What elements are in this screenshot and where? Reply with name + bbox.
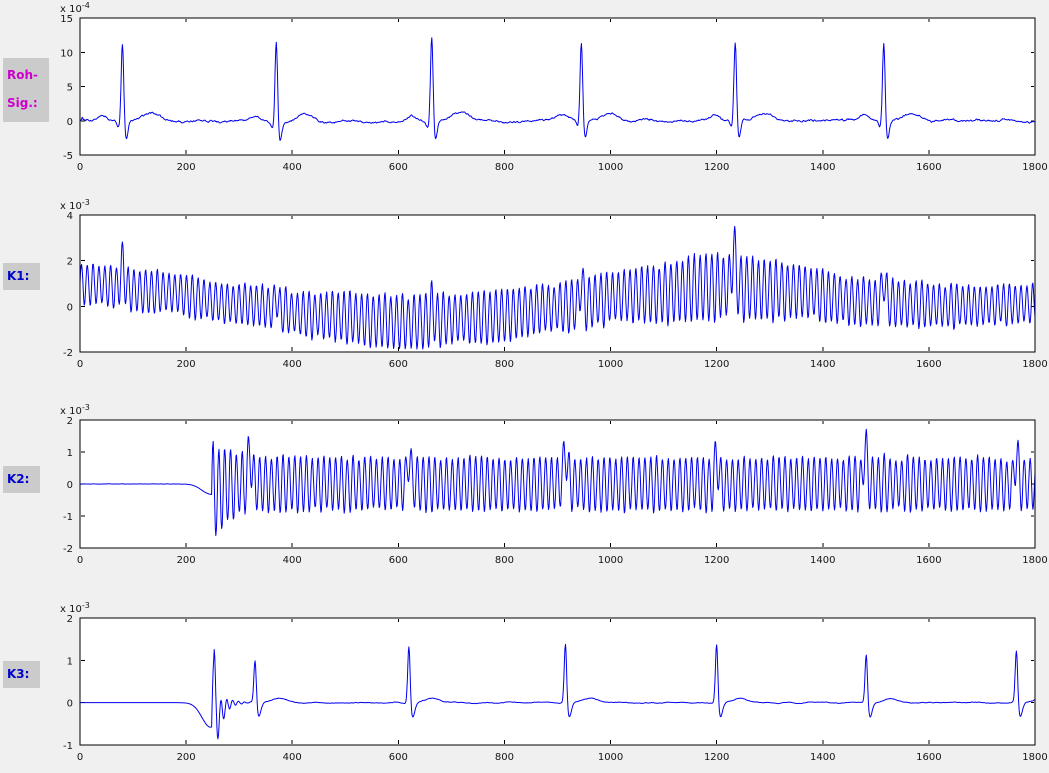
axes-box <box>79 17 1036 156</box>
chart-k1: 0 200 400 600 800 1000 1200 1400 1600 1800 -2 0 2 4x … <box>60 198 1048 370</box>
y-exponent-label: x 10-3 <box>60 198 90 212</box>
x-tick-label: 1000 <box>598 359 623 370</box>
x-tick-label: 1600 <box>916 359 941 370</box>
x-tick-label: 1200 <box>704 555 729 566</box>
x-tick-label: 1800 <box>1022 555 1047 566</box>
x-tick-label: 1000 <box>598 555 623 566</box>
y-exponent-label: x 10-4 <box>60 1 90 15</box>
x-tick-label: 0 <box>77 752 83 763</box>
y-tick-label: 2 <box>67 257 73 268</box>
label-k2: K2: <box>3 466 40 493</box>
y-tick-label: 0 <box>67 117 73 128</box>
x-tick-label: 1200 <box>704 359 729 370</box>
x-tick-label: 1000 <box>598 752 623 763</box>
y-tick-label: -2 <box>63 544 73 555</box>
y-tick-label: 2 <box>67 416 73 427</box>
x-tick-label: 200 <box>177 555 196 566</box>
x-tick-label: 400 <box>283 359 302 370</box>
x-tick-label: 200 <box>177 162 196 173</box>
y-tick-label: -1 <box>63 512 73 523</box>
x-tick-label: 400 <box>283 162 302 173</box>
x-tick-label: 1400 <box>810 162 835 173</box>
x-tick-label: 800 <box>495 555 514 566</box>
y-exponent-label: x 10-3 <box>60 601 90 615</box>
k1-trace <box>80 225 1035 350</box>
roh-signal-trace <box>80 37 1035 141</box>
y-tick-label: 5 <box>67 83 73 94</box>
x-tick-label: 400 <box>283 555 302 566</box>
x-tick-label: 600 <box>389 162 408 173</box>
x-tick-label: 800 <box>495 162 514 173</box>
chart-roh-signal: 0 200 400 600 800 1000 1200 1400 1600 1800 -5 0 5 10 1… <box>60 1 1048 173</box>
x-tick-label: 1800 <box>1022 162 1047 173</box>
y-tick-label: -2 <box>63 348 73 359</box>
chart-k3: 0 200 400 600 800 1000 1200 1400 1600 1800 -1 0 1 2x … <box>60 601 1048 763</box>
x-tick-label: 800 <box>495 752 514 763</box>
x-tick-label: 1000 <box>598 162 623 173</box>
y-tick-label: 0 <box>67 480 73 491</box>
label-roh-sig: Roh- Sig.: <box>3 58 49 122</box>
label-roh-line1: Roh- <box>7 68 39 82</box>
k3-trace <box>80 643 1035 740</box>
chart-k2: 0 200 400 600 800 1000 1200 1400 1600 1800 -2 -1 0 1 2… <box>60 403 1048 566</box>
label-roh-line2: Sig.: <box>7 96 38 110</box>
x-tick-label: 1200 <box>704 752 729 763</box>
x-tick-label: 1600 <box>916 162 941 173</box>
x-tick-label: 1400 <box>810 359 835 370</box>
x-tick-label: 0 <box>77 162 83 173</box>
axes-box <box>79 617 1036 746</box>
x-tick-label: 1600 <box>916 752 941 763</box>
y-tick-label: 1 <box>67 656 73 667</box>
x-tick-label: 800 <box>495 359 514 370</box>
label-k1: K1: <box>3 263 40 290</box>
x-tick-label: 1400 <box>810 555 835 566</box>
y-tick-label: -1 <box>63 741 73 752</box>
x-tick-label: 200 <box>177 752 196 763</box>
x-tick-label: 0 <box>77 555 83 566</box>
k2-trace <box>80 428 1035 537</box>
x-tick-label: 600 <box>389 555 408 566</box>
y-tick-label: 0 <box>67 302 73 313</box>
y-tick-label: 10 <box>60 48 73 59</box>
x-tick-label: 1200 <box>704 162 729 173</box>
x-tick-label: 1400 <box>810 752 835 763</box>
x-tick-label: 1600 <box>916 555 941 566</box>
label-k3: K3: <box>3 661 40 688</box>
x-tick-label: 400 <box>283 752 302 763</box>
y-tick-label: -5 <box>63 151 73 162</box>
x-tick-label: 600 <box>389 752 408 763</box>
y-tick-label: 1 <box>67 448 73 459</box>
y-tick-label: 15 <box>60 14 73 25</box>
y-tick-label: 4 <box>67 211 73 222</box>
axes-box <box>79 419 1036 549</box>
y-exponent-label: x 10-3 <box>60 403 90 417</box>
x-tick-label: 600 <box>389 359 408 370</box>
x-tick-label: 0 <box>77 359 83 370</box>
y-tick-label: 2 <box>67 614 73 625</box>
x-tick-label: 200 <box>177 359 196 370</box>
y-tick-label: 0 <box>67 699 73 710</box>
x-tick-label: 1800 <box>1022 752 1047 763</box>
x-tick-label: 1800 <box>1022 359 1047 370</box>
